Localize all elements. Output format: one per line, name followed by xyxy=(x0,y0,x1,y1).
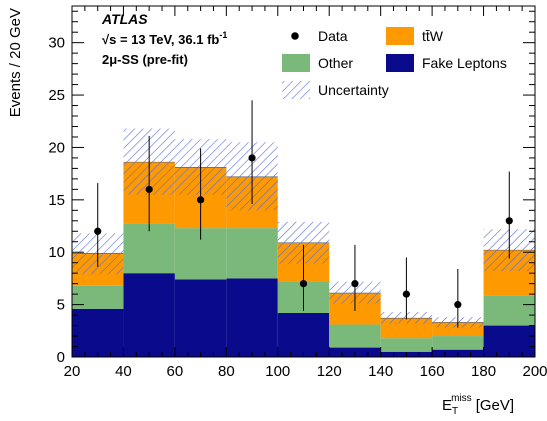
y-tick-label: 10 xyxy=(48,244,65,261)
x-tick-label: 20 xyxy=(64,363,81,380)
bar-fake-leptons xyxy=(226,278,278,357)
legend-uncertainty-swatch xyxy=(282,81,310,99)
legend-other-swatch xyxy=(282,54,310,72)
x-tick-label: 200 xyxy=(522,363,547,380)
legend-tt-w-swatch xyxy=(386,27,414,45)
legend-other-label: Other xyxy=(318,55,353,71)
axis-ticks: 20 40 60 80 100 120 140 160 180 200 0 5 10 15 20 25 30 xyxy=(48,6,547,380)
y-axis-title: Events / 20 GeV xyxy=(7,8,24,117)
bar-fake-leptons xyxy=(483,325,535,357)
data-point xyxy=(454,301,462,309)
bar-other xyxy=(380,338,433,352)
legend-fake-leptons-swatch xyxy=(386,54,414,72)
y-tick-label: 30 xyxy=(48,35,65,52)
bar-other xyxy=(329,324,381,348)
data-point xyxy=(299,280,308,288)
data-point xyxy=(94,227,102,235)
bar-fake-leptons xyxy=(123,273,175,357)
bar-other xyxy=(123,223,175,274)
x-tick-label: 180 xyxy=(471,363,496,380)
annotation-block: ATLAS √s = 13 TeV, 36.1 fb-1 2μ-SS (pre-… xyxy=(101,11,227,67)
data-point xyxy=(402,290,410,298)
bar-other xyxy=(432,336,484,350)
y-tick-label: 15 xyxy=(48,192,65,209)
y-tick-label: 25 xyxy=(48,87,65,104)
bar-other xyxy=(483,295,535,326)
data-point xyxy=(145,185,153,193)
x-tick-label: 40 xyxy=(115,363,132,380)
bar-fake-leptons xyxy=(174,279,227,357)
y-tick-label: 0 xyxy=(57,349,65,366)
bar-fake-leptons xyxy=(277,312,330,357)
selection-label: 2μ-SS (pre-fit) xyxy=(102,52,188,67)
data-point xyxy=(248,154,256,162)
legend-tt-w-label: tt̄W xyxy=(422,28,444,44)
data-point xyxy=(505,217,513,225)
x-tick-label: 60 xyxy=(167,363,184,380)
y-tick-label: 20 xyxy=(48,139,65,156)
x-tick-label: 160 xyxy=(420,363,445,380)
y-tick-label: 5 xyxy=(57,297,65,314)
bar-other xyxy=(226,228,278,279)
legend-fake-leptons-label: Fake Leptons xyxy=(422,55,507,71)
x-tick-label: 120 xyxy=(317,363,342,380)
bar-other xyxy=(72,285,124,309)
x-tick-label: 140 xyxy=(368,363,393,380)
data-point xyxy=(197,196,205,204)
data-points xyxy=(94,100,513,328)
legend-data-marker xyxy=(291,32,299,40)
x-tick-label: 80 xyxy=(218,363,235,380)
energy-label: √s = 13 TeV, 36.1 fb-1 xyxy=(102,30,227,47)
legend-data-label: Data xyxy=(318,28,348,44)
data-point xyxy=(351,280,359,288)
x-tick-label: 100 xyxy=(265,363,290,380)
x-axis-title: ETmiss [GeV] xyxy=(442,393,514,417)
legend-uncertainty-label: Uncertainty xyxy=(318,82,389,98)
bar-fake-leptons xyxy=(72,308,124,357)
legend: Data tt̄W Other Fake Leptons Uncertainty xyxy=(282,27,507,99)
experiment-label: ATLAS xyxy=(101,11,148,27)
